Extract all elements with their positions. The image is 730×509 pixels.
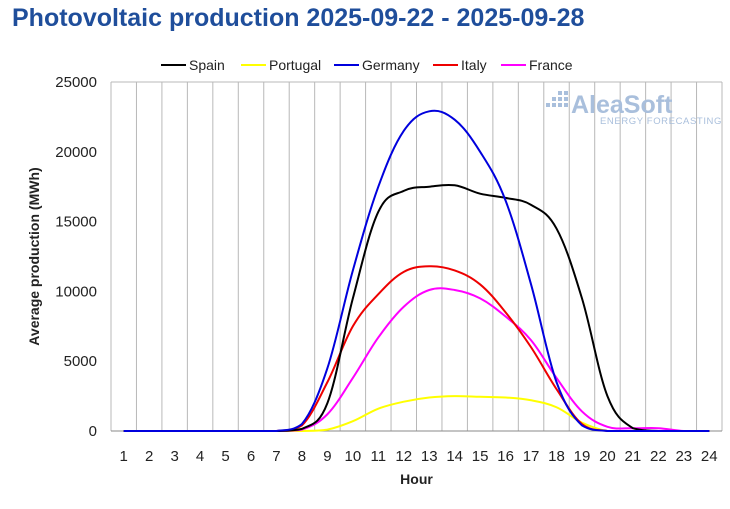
x-tick-label: 5: [221, 448, 229, 465]
legend-label-portugal: Portugal: [269, 57, 321, 73]
x-tick-label: 23: [675, 448, 692, 465]
chart-title: Photovoltaic production 2025-09-22 - 202…: [12, 4, 585, 32]
logo-tagline: ENERGY FORECASTING: [600, 116, 722, 127]
legend-label-germany: Germany: [362, 57, 420, 73]
x-tick-label: 22: [650, 448, 667, 465]
x-tick-label: 2: [145, 448, 153, 465]
y-axis-label: Average production (MWh): [26, 167, 42, 345]
x-tick-label: 18: [548, 448, 565, 465]
x-tick-label: 21: [625, 448, 642, 465]
x-axis-label: Hour: [400, 471, 433, 487]
x-tick-label: 17: [523, 448, 540, 465]
legend-label-italy: Italy: [461, 57, 487, 73]
grid: [110, 81, 723, 431]
x-tick-label: 20: [599, 448, 616, 465]
x-tick-label: 10: [345, 448, 362, 465]
legend-label-france: France: [529, 57, 573, 73]
x-tick-label: 14: [446, 448, 463, 465]
y-tick-label: 25000: [55, 74, 97, 91]
y-tick-label: 20000: [55, 144, 97, 161]
x-tick-label: 16: [497, 448, 514, 465]
y-tick-label: 0: [89, 423, 97, 440]
aleasoft-logo: AleaSoft ENERGY FORECASTING: [546, 91, 722, 127]
series-group: [123, 109, 710, 432]
x-tick-label: 24: [701, 448, 718, 465]
y-tick-label: 10000: [55, 283, 97, 300]
y-tick-label: 15000: [55, 214, 97, 231]
x-tick-label: 6: [247, 448, 255, 465]
x-tick-label: 11: [371, 448, 387, 465]
x-tick-label: 8: [298, 448, 306, 465]
series-line-germany: [123, 109, 710, 432]
x-tick-label: 4: [196, 448, 204, 465]
logo-name: AleaSoft: [571, 91, 673, 119]
x-tick-label: 13: [421, 448, 438, 465]
legend-label-spain: Spain: [189, 57, 225, 73]
x-tick-label: 1: [120, 448, 128, 465]
logo-dots-icon: [546, 91, 568, 107]
x-tick-label: 9: [323, 448, 331, 465]
x-tick-label: 19: [574, 448, 591, 465]
legend: Spain Portugal Germany Italy France: [161, 57, 573, 73]
y-tick-label: 5000: [64, 353, 97, 370]
x-tick-label: 12: [395, 448, 412, 465]
x-tick-label: 15: [472, 448, 489, 465]
x-tick-label: 3: [170, 448, 178, 465]
x-tick-label: 7: [272, 448, 280, 465]
